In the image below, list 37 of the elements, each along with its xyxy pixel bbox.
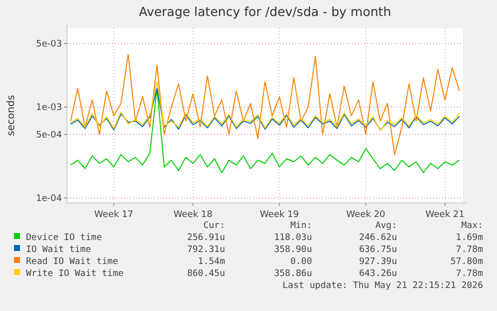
- text: 1.54m: [198, 257, 225, 267]
- y-tick-label: 1e-04: [36, 194, 62, 204]
- text: 860.45u: [187, 269, 225, 279]
- x-tick-label: Week 19: [260, 210, 300, 220]
- text: 7.78m: [456, 269, 483, 279]
- text: 636.75u: [359, 245, 397, 255]
- x-tick-label: Week 18: [174, 210, 213, 220]
- text: 57.80m: [450, 257, 483, 267]
- line-series: [70, 54, 460, 156]
- text: Min:: [290, 221, 312, 231]
- text: 643.26u: [359, 269, 397, 279]
- text: Cur:: [203, 221, 225, 231]
- text: 7.78m: [456, 245, 483, 255]
- text: 256.91u: [187, 233, 225, 243]
- text: 246.62u: [359, 233, 397, 243]
- text: Avg:: [375, 221, 397, 231]
- legend-label: Read IO Wait time: [26, 257, 118, 267]
- y-axis-title: seconds: [6, 95, 17, 136]
- text: Max:: [461, 221, 483, 231]
- text: 927.39u: [359, 257, 397, 267]
- text: 1.69m: [456, 233, 483, 243]
- text: 358.86u: [274, 269, 312, 279]
- x-tick-label: Week 21: [426, 210, 464, 220]
- chart-title: Average latency for /dev/sda - by month: [138, 4, 392, 19]
- text: 118.03u: [274, 233, 312, 243]
- y-tick-label: 1e-03: [36, 103, 62, 114]
- x-tick-label: Week 17: [94, 210, 134, 220]
- text: Last update: Thu May 21 22:15:21 2026: [282, 281, 483, 291]
- legend-label: Write IO Wait time: [26, 269, 124, 279]
- text: 0.00: [290, 257, 312, 267]
- text: 792.31u: [187, 245, 225, 255]
- legend-label: Device IO time: [26, 233, 102, 243]
- y-tick-label: 5e-03: [36, 40, 62, 50]
- y-tick-label: 5e-04: [36, 130, 62, 141]
- legend-label: IO Wait time: [26, 245, 92, 255]
- x-tick-label: Week 20: [346, 210, 386, 220]
- text: 358.90u: [274, 245, 312, 255]
